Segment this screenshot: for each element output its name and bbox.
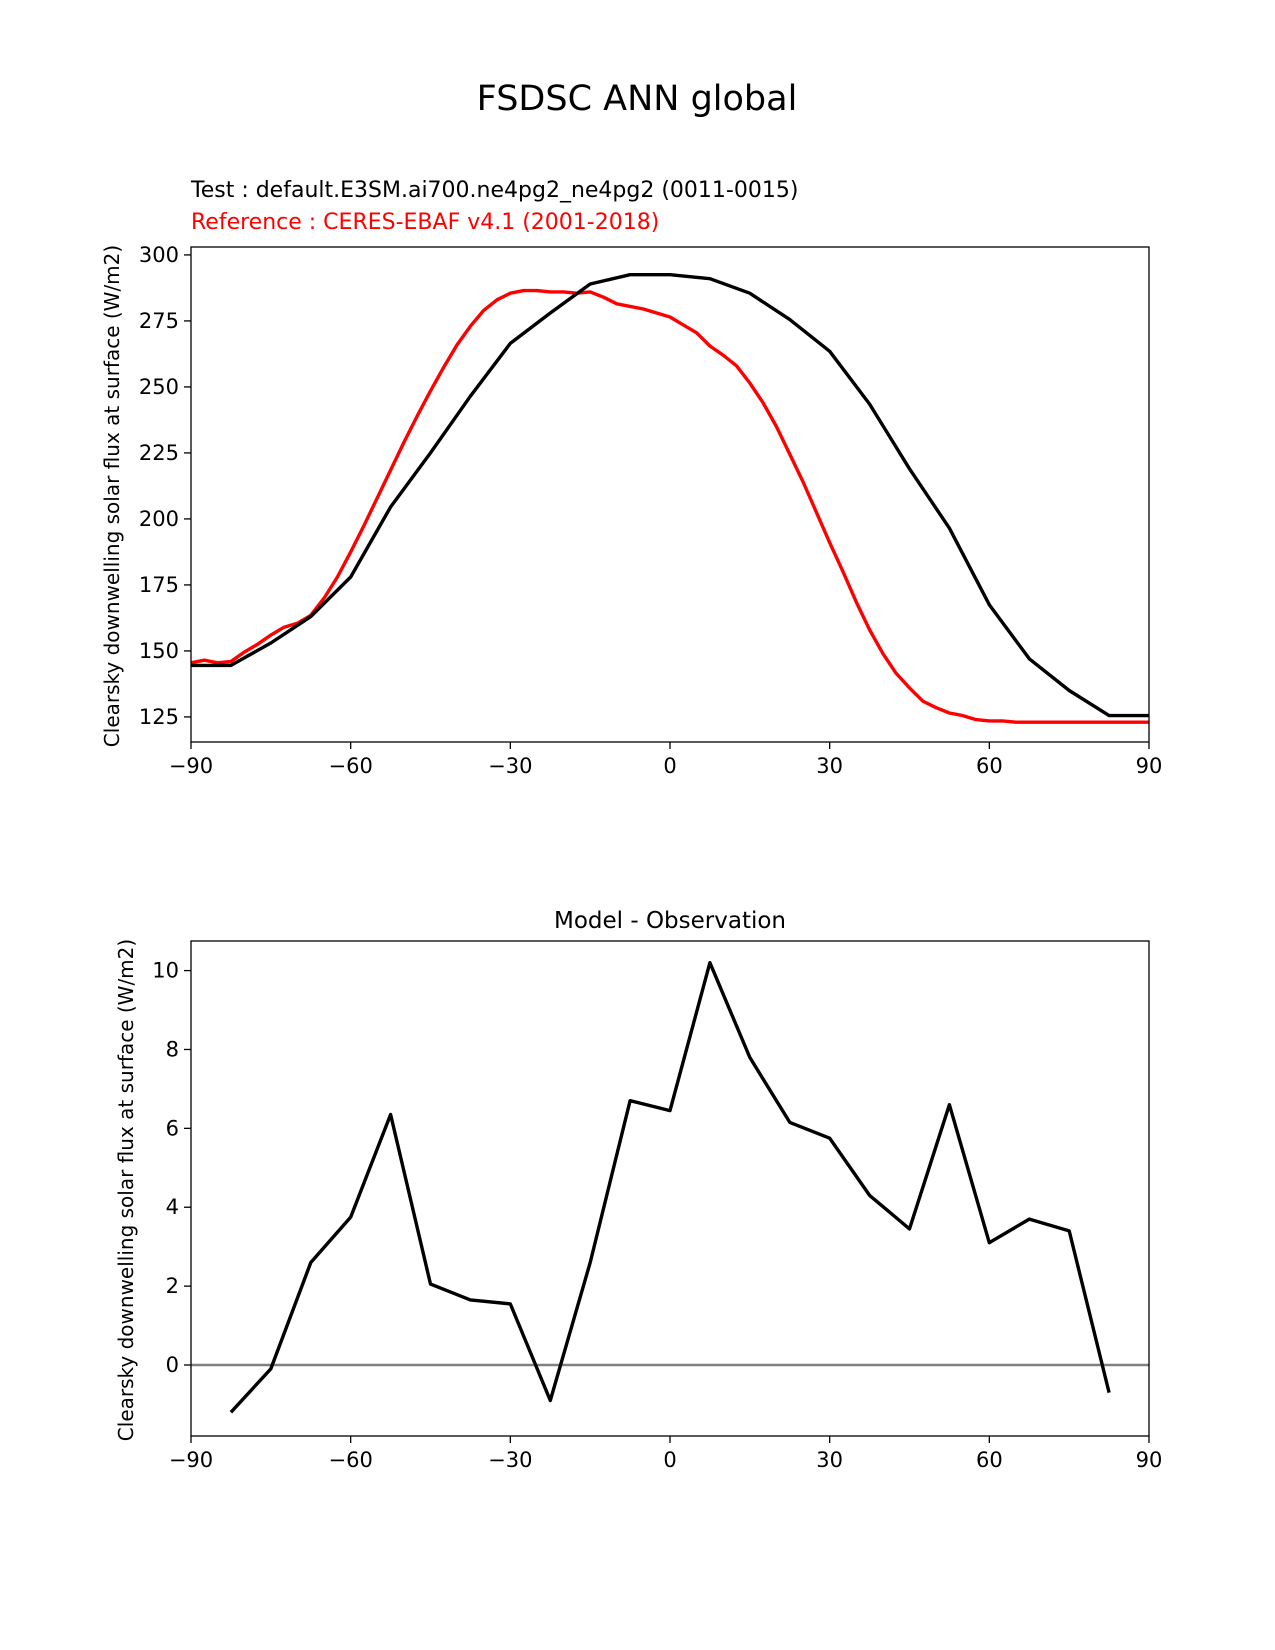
y-axis-label-top: Clearsky downwelling solar flux at surfa… [100, 245, 124, 747]
reference-label: Reference : CERES-EBAF v4.1 (2001-2018) [191, 210, 659, 235]
top-y-tick-label: 175 [139, 573, 179, 597]
top-series-lines [190, 273, 1149, 724]
top-y-tick-label: 275 [139, 309, 179, 333]
reference-series-line [190, 288, 1149, 724]
bottom-x-tick-label: −90 [169, 1448, 213, 1472]
top-y-tick-label: 200 [139, 507, 179, 531]
top-y-tick-label: 125 [139, 705, 179, 729]
test-series-line [191, 273, 1149, 718]
top-x-tick-label: 0 [663, 754, 676, 778]
bottom-y-tick-label: 10 [152, 959, 179, 983]
difference-title: Model - Observation [554, 908, 786, 934]
bottom-axes-frame [190, 940, 1150, 1437]
test-label: Test : default.E3SM.ai700.ne4pg2_ne4pg2 … [190, 178, 798, 203]
y-axis-label-bottom: Clearsky downwelling solar flux at surfa… [114, 939, 138, 1441]
panel-climatology: Test : default.E3SM.ai700.ne4pg2_ne4pg2 … [100, 178, 1162, 778]
bottom-y-tick-label: 2 [166, 1274, 179, 1298]
figure-title: FSDSC ANN global [477, 79, 798, 119]
bottom-x-tick-label: 30 [816, 1448, 843, 1472]
top-axes-frame [190, 246, 1150, 743]
bottom-x-tick-label: −60 [329, 1448, 373, 1472]
top-x-tick-label: −30 [488, 754, 532, 778]
top-y-tick-label: 150 [139, 639, 179, 663]
bottom-y-tick-label: 8 [166, 1037, 179, 1061]
bottom-series-lines [191, 961, 1149, 1414]
top-y-tick-label: 250 [139, 375, 179, 399]
bottom-x-tick-label: 0 [663, 1448, 676, 1472]
panel-difference: Model - Observation Clearsky downwelling… [114, 908, 1162, 1472]
top-x-tick-label: −90 [169, 754, 213, 778]
bottom-y-tick-label: 0 [166, 1353, 179, 1377]
top-x-tick-label: 60 [976, 754, 1003, 778]
bottom-y-tick-label: 4 [166, 1195, 179, 1219]
top-x-tick-label: 30 [816, 754, 843, 778]
bottom-y-tick-label: 6 [166, 1116, 179, 1140]
top-y-tick-label: 225 [139, 441, 179, 465]
top-x-tick-label: −60 [329, 754, 373, 778]
top-axes-ticks: −90 −60 −30 0 30 60 90 125 150 175 200 225 250 275 300 [139, 243, 1162, 778]
difference-series-line [229, 961, 1111, 1414]
bottom-axes-ticks: −90 −60 −30 0 30 60 90 0 2 4 6 8 10 [152, 959, 1162, 1472]
top-y-tick-label: 300 [139, 243, 179, 267]
bottom-x-tick-label: 60 [976, 1448, 1003, 1472]
bottom-x-tick-label: −30 [488, 1448, 532, 1472]
bottom-x-tick-label: 90 [1136, 1448, 1163, 1472]
top-x-tick-label: 90 [1136, 754, 1163, 778]
